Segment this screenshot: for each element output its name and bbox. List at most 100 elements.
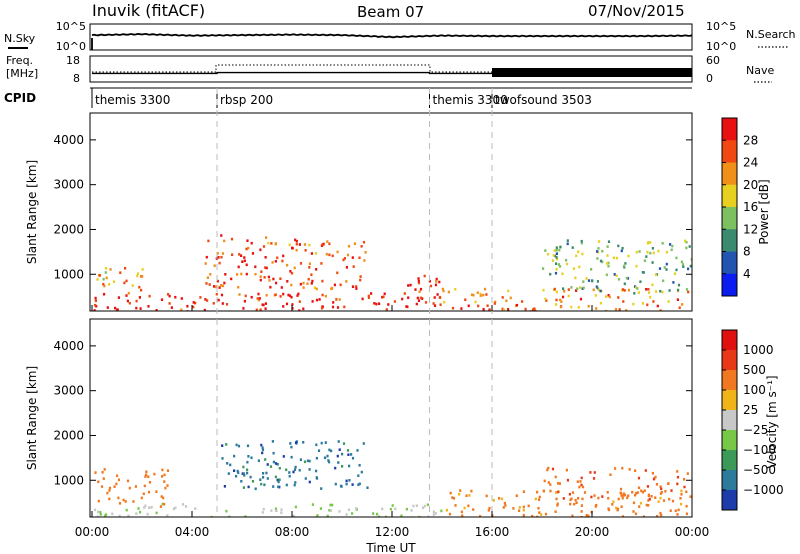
power-cell <box>119 271 122 274</box>
colorbar-tick-label: 16 <box>743 200 758 214</box>
power-cell <box>635 250 638 254</box>
power-cell <box>552 254 555 257</box>
power-cell <box>624 262 627 265</box>
power-cell <box>682 265 685 268</box>
power-cell <box>641 302 644 305</box>
power-cell <box>561 272 564 276</box>
velocity-cell <box>468 494 471 497</box>
velocity-cell <box>357 483 360 486</box>
power-cell <box>419 287 423 291</box>
power-cell <box>625 309 628 311</box>
velocity-cell <box>348 479 351 482</box>
velocity-cell <box>555 491 558 494</box>
colorbar-tick-label: 20 <box>743 178 758 192</box>
velocity-cell <box>632 510 635 513</box>
velocity-cell <box>554 510 557 513</box>
power-cell <box>148 294 151 298</box>
power-cell <box>218 286 221 289</box>
velocity-cell <box>676 482 679 486</box>
velocity-cell <box>181 503 185 506</box>
power-cell <box>558 248 561 252</box>
power-cell <box>488 309 491 311</box>
power-cell <box>638 250 641 253</box>
power-cell <box>555 303 558 306</box>
velocity-cell <box>616 507 620 511</box>
power-cell <box>687 290 690 294</box>
velocity-cell <box>96 515 99 517</box>
velocity-cell <box>155 490 158 493</box>
velocity-cell <box>341 465 344 468</box>
velocity-cell <box>161 468 164 472</box>
power-cell <box>320 306 324 310</box>
power-cell <box>282 254 285 258</box>
power-cell <box>359 275 362 278</box>
power-cell <box>417 279 420 283</box>
power-cell <box>654 290 658 293</box>
power-cell <box>281 259 284 263</box>
power-cell <box>421 297 424 300</box>
colorbar-swatch <box>722 251 737 275</box>
power-cell <box>212 302 215 305</box>
power-cell <box>672 281 675 284</box>
power-cell <box>160 298 164 301</box>
velocity-cell <box>274 507 277 511</box>
velocity-cell <box>250 456 253 460</box>
power-cell <box>262 303 265 307</box>
power-cell <box>592 288 595 292</box>
power-cell <box>596 250 599 253</box>
velocity-cell <box>652 477 656 481</box>
power-cell <box>94 296 97 300</box>
power-cell <box>442 289 445 293</box>
velocity-cell <box>276 463 279 466</box>
power-cell <box>192 305 195 309</box>
velocity-cell <box>278 478 281 481</box>
power-cell <box>362 240 366 244</box>
power-cell <box>238 253 241 256</box>
power-cell <box>515 303 519 307</box>
power-cell <box>401 297 404 301</box>
velocity-cell <box>148 481 152 484</box>
velocity-cell <box>570 497 573 501</box>
power-cell <box>256 297 259 300</box>
velocity-cell <box>341 452 344 456</box>
power-cell <box>205 282 208 285</box>
velocity-cell <box>94 471 97 474</box>
power-cell <box>652 251 655 255</box>
velocity-cell <box>680 493 683 496</box>
velocity-cell <box>680 489 683 493</box>
y-tick-label: 1000 <box>53 267 84 281</box>
power-cell <box>103 284 106 288</box>
velocity-cell <box>320 441 323 445</box>
power-cell <box>646 250 649 254</box>
power-cell <box>279 277 282 280</box>
velocity-cell <box>637 476 641 480</box>
velocity-cell <box>544 512 548 516</box>
power-cell <box>124 267 127 270</box>
power-cell <box>264 266 267 269</box>
power-cell <box>250 241 253 245</box>
power-cell <box>223 281 226 285</box>
power-cell <box>244 294 247 298</box>
power-cell <box>486 304 489 307</box>
power-cell <box>339 283 342 287</box>
power-cell <box>559 298 562 302</box>
velocity-cell <box>228 515 231 517</box>
velocity-cell <box>680 502 683 506</box>
power-cell <box>265 236 268 239</box>
y-tick-label: 3000 <box>53 384 84 398</box>
velocity-cell <box>619 487 623 491</box>
colorbar-swatch <box>722 410 737 431</box>
power-cell <box>285 302 289 306</box>
velocity-cell <box>262 472 265 475</box>
power-cell <box>221 302 224 305</box>
colorbar-tick-label: 25 <box>743 403 758 417</box>
power-cell <box>677 283 681 287</box>
velocity-cell <box>415 504 418 507</box>
velocity-cell <box>685 512 688 516</box>
power-cell <box>615 274 618 278</box>
velocity-cell <box>587 514 590 517</box>
power-cell <box>299 282 302 286</box>
power-cell <box>417 277 420 280</box>
power-cell <box>601 249 604 253</box>
power-cell <box>310 252 313 255</box>
